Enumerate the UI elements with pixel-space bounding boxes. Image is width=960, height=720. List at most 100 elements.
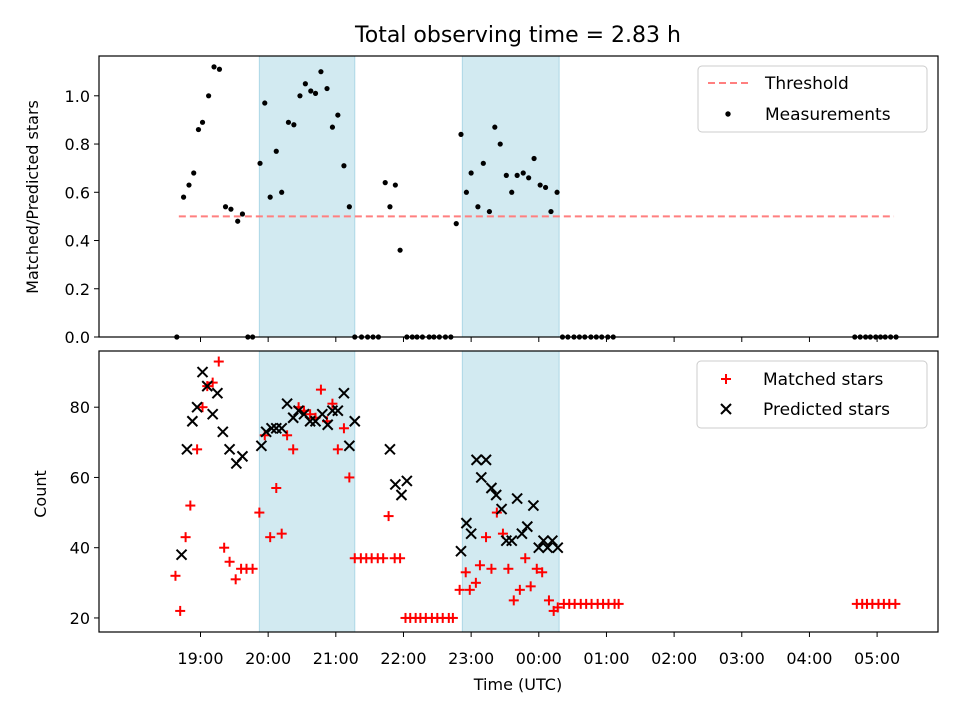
- axis-ticks: 20 40 60 80: [70, 398, 878, 637]
- observing-window-span: [461, 55, 560, 338]
- matched-point: [327, 398, 338, 409]
- matched-point: [890, 598, 901, 609]
- predicted-point: [480, 454, 492, 466]
- predicted-point: [332, 405, 344, 417]
- measurement-point: [480, 160, 486, 166]
- measurement-point: [341, 163, 347, 169]
- matched-point: [254, 507, 265, 518]
- matched-point: [531, 563, 542, 574]
- measurement-point: [397, 247, 403, 253]
- observing-window-span: [461, 350, 560, 633]
- matched-point: [470, 577, 481, 588]
- matched-point: [344, 472, 355, 483]
- measurement-point: [514, 172, 520, 178]
- predicted-point: [455, 545, 467, 557]
- predicted-point: [196, 366, 209, 378]
- legend-label-threshold: Threshold: [764, 74, 849, 94]
- measurement-point: [312, 90, 319, 96]
- matched-point: [271, 482, 282, 493]
- matched-point: [395, 553, 406, 564]
- predicted-point: [470, 454, 483, 466]
- observing-windows: [258, 350, 560, 633]
- predicted-point: [349, 415, 361, 427]
- x-tick-label: 20:00: [245, 649, 291, 668]
- ratio-legend: Threshold Measurements: [697, 65, 928, 133]
- y-tick-label: 0.4: [65, 232, 90, 251]
- predicted-point: [389, 478, 402, 491]
- measurement-point: [531, 155, 537, 162]
- predicted-point: [541, 541, 554, 554]
- y-tick-label: 0.0: [65, 328, 90, 347]
- y-tick-label: 0.8: [65, 135, 90, 154]
- observing-window-span: [258, 55, 356, 338]
- measurement-point: [475, 204, 481, 210]
- measurement-point: [308, 88, 314, 94]
- matched-point: [185, 500, 196, 511]
- predicted-point: [546, 534, 559, 547]
- y-tick-label: 20: [70, 609, 90, 628]
- matched-point: [514, 584, 525, 595]
- measurement-point: [520, 170, 526, 176]
- matched-point: [332, 444, 343, 455]
- predicted-point: [201, 380, 213, 392]
- measurement-point: [262, 100, 268, 106]
- predicted-point: [287, 412, 299, 424]
- count-panel: 20 40 60 80 Count Matched stars Predicted s…: [31, 350, 939, 637]
- matched-point: [464, 584, 475, 595]
- measurement-point: [291, 122, 297, 128]
- matched-point: [378, 553, 389, 564]
- predicted-point: [384, 443, 396, 456]
- measurement-point: [318, 69, 324, 75]
- measurement-point: [257, 160, 263, 166]
- y-tick-label: 60: [70, 468, 90, 487]
- matched-point: [481, 532, 492, 543]
- measurements-legend-marker: [725, 111, 731, 117]
- measurement-point: [285, 119, 292, 125]
- matched-legend-marker: [721, 374, 731, 384]
- predicted-point: [537, 534, 550, 547]
- predicted-point: [206, 408, 219, 420]
- matched-point: [454, 584, 465, 595]
- predicted-point: [465, 527, 477, 540]
- y-tick-label: 40: [70, 539, 90, 558]
- matched-point: [224, 556, 235, 567]
- count-legend: Matched stars Predicted stars: [696, 360, 928, 429]
- predicted-legend-marker: [720, 403, 732, 415]
- matched-point: [213, 356, 224, 367]
- predicted-point: [265, 422, 278, 434]
- matched-point: [613, 598, 624, 609]
- measurement-point: [302, 81, 308, 87]
- measurement-point: [458, 131, 464, 137]
- x-tick-label: 02:00: [651, 649, 697, 668]
- predicted-point: [527, 499, 540, 512]
- matched-point: [265, 532, 276, 543]
- matched-point: [192, 444, 203, 455]
- x-tick-label: 04:00: [786, 649, 832, 668]
- matched-point: [170, 570, 181, 581]
- legend-label-matched: Matched stars: [763, 370, 883, 390]
- predicted-point: [521, 520, 534, 533]
- measurement-point: [239, 211, 246, 217]
- predicted-point: [281, 397, 293, 410]
- measurement-point: [497, 141, 503, 147]
- predicted-point: [181, 443, 193, 456]
- legend-label-predicted: Predicted stars: [763, 400, 890, 420]
- predicted-point: [255, 440, 268, 452]
- measurement-point: [554, 189, 560, 195]
- matched-point: [543, 595, 554, 606]
- count-y-axis-label: Count: [31, 470, 50, 518]
- x-tick-label: 01:00: [583, 649, 629, 668]
- measurement-point: [382, 180, 388, 186]
- matched-point: [383, 511, 394, 522]
- matched-point: [247, 563, 258, 574]
- matched-point: [447, 612, 458, 623]
- predicted-point: [460, 517, 473, 529]
- measurement-point: [199, 119, 206, 125]
- measurement-point: [486, 208, 493, 215]
- measurement-point: [267, 194, 273, 200]
- x-tick-label: 00:00: [516, 649, 562, 668]
- measurement-point: [216, 66, 223, 72]
- plot-marks: [170, 356, 901, 623]
- axis-ticks: 0.0 0.2 0.4 0.6 0.8 1.0: [65, 87, 878, 347]
- x-tick-label: 05:00: [854, 649, 900, 668]
